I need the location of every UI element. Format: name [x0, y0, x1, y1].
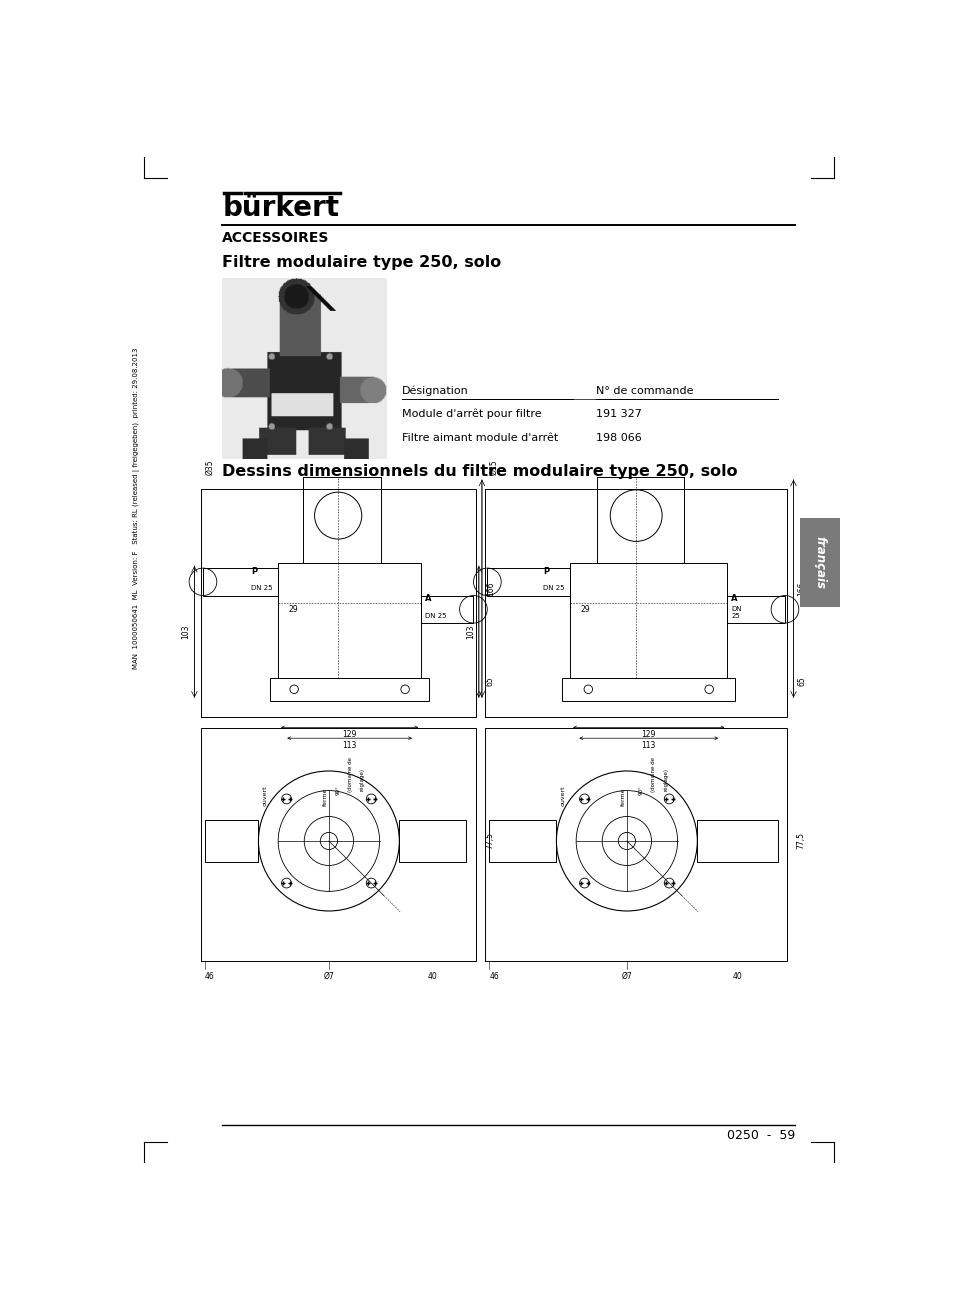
Bar	[302, 477, 381, 563]
Text: réglage): réglage)	[358, 767, 364, 791]
Text: 65: 65	[797, 677, 805, 686]
Text: français: français	[813, 536, 825, 589]
Text: 40: 40	[732, 972, 741, 982]
Bar	[420, 596, 473, 623]
Text: fermé: fermé	[322, 788, 327, 806]
Text: 113: 113	[342, 741, 356, 750]
Bar	[399, 819, 466, 863]
Text: 77,5: 77,5	[796, 833, 804, 850]
Text: 166: 166	[797, 582, 805, 596]
Bar	[203, 569, 278, 596]
FancyBboxPatch shape	[799, 519, 840, 606]
Text: 198 066: 198 066	[596, 433, 641, 443]
Text: Ø7: Ø7	[323, 972, 334, 982]
Text: 90°: 90°	[335, 786, 340, 796]
Bar	[562, 678, 735, 701]
Text: bürkert: bürkert	[222, 195, 339, 222]
Text: (domaine de: (domaine de	[651, 757, 656, 792]
Text: Module d'arrêt pour filtre: Module d'arrêt pour filtre	[402, 409, 541, 420]
Text: 0250  -  59: 0250 - 59	[726, 1129, 794, 1142]
Bar	[270, 678, 429, 701]
Text: 29: 29	[580, 605, 590, 614]
Text: 77,5: 77,5	[484, 833, 494, 850]
Text: Filtre modulaire type 250, solo: Filtre modulaire type 250, solo	[222, 255, 501, 271]
Text: DN 25: DN 25	[251, 586, 273, 591]
Bar	[488, 819, 556, 863]
Bar	[204, 819, 258, 863]
Text: 40: 40	[428, 972, 437, 982]
Text: DN 25: DN 25	[425, 613, 446, 618]
Text: ACCESSOIRES: ACCESSOIRES	[222, 230, 330, 244]
Text: Ø35: Ø35	[205, 460, 214, 476]
Text: 65: 65	[485, 677, 495, 686]
Bar	[597, 477, 683, 563]
Text: 166: 166	[485, 582, 495, 596]
Text: 29: 29	[289, 605, 298, 614]
Text: 103: 103	[465, 625, 475, 639]
Bar	[570, 563, 726, 678]
Bar	[278, 563, 420, 678]
Text: 90°: 90°	[638, 786, 642, 796]
Bar	[726, 596, 784, 623]
Text: 129: 129	[342, 731, 356, 740]
Bar	[697, 819, 778, 863]
Text: P: P	[542, 567, 549, 575]
Text: 191 327: 191 327	[596, 409, 641, 420]
Text: 103: 103	[181, 625, 191, 639]
Text: A: A	[425, 595, 431, 603]
Text: 46: 46	[489, 972, 498, 982]
Text: DN
25: DN 25	[730, 605, 740, 618]
Text: A: A	[730, 595, 737, 603]
Text: (domaine de: (domaine de	[348, 757, 353, 792]
Text: DN 25: DN 25	[542, 586, 564, 591]
Text: 129: 129	[640, 731, 656, 740]
Text: Dessins dimensionnels du filtre modulaire type 250, solo: Dessins dimensionnels du filtre modulair…	[222, 464, 738, 480]
Text: ouvert: ouvert	[560, 786, 565, 806]
Text: Filtre aimant module d'arrêt: Filtre aimant module d'arrêt	[402, 433, 558, 443]
Text: fermé: fermé	[619, 788, 625, 806]
Text: Ø35: Ø35	[489, 460, 498, 476]
Text: ouvert: ouvert	[263, 786, 268, 806]
Text: 46: 46	[205, 972, 214, 982]
Text: Désignation: Désignation	[402, 386, 468, 396]
Text: P: P	[251, 567, 256, 575]
Text: Ø7: Ø7	[620, 972, 632, 982]
Bar	[487, 569, 570, 596]
Text: N° de commande: N° de commande	[596, 387, 693, 396]
Text: réglage): réglage)	[662, 767, 668, 791]
Text: MAN  1000050641  ML  Version: F   Status: RL (released | freigegeben)  printed: : MAN 1000050641 ML Version: F Status: RL …	[132, 348, 140, 669]
Text: 113: 113	[640, 741, 656, 750]
